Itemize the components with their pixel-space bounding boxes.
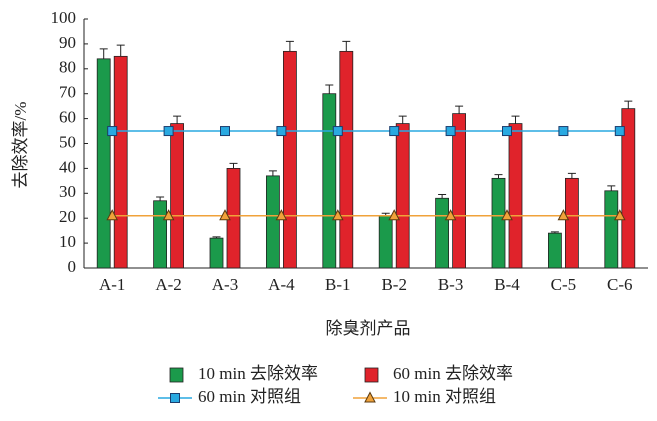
error-bar xyxy=(342,40,351,52)
bar xyxy=(378,215,393,269)
error-bar xyxy=(607,185,616,191)
marker xyxy=(107,126,118,137)
x-tick-label: A-1 xyxy=(99,275,125,294)
marker xyxy=(106,209,119,221)
bar xyxy=(322,93,337,269)
marker xyxy=(501,209,513,221)
marker xyxy=(219,209,231,221)
bar xyxy=(452,113,467,269)
error-bar xyxy=(99,48,108,59)
bar xyxy=(548,232,562,269)
legend-label: 60 min 去除效率 xyxy=(393,364,513,383)
error-bar xyxy=(268,170,277,176)
x-tick-label: A-2 xyxy=(155,275,181,294)
marker xyxy=(388,209,401,221)
marker xyxy=(502,126,512,137)
marker xyxy=(557,209,570,221)
x-tick-label: C-6 xyxy=(607,275,633,294)
y-tick-label: 90 xyxy=(59,33,76,52)
bar xyxy=(265,175,280,269)
y-tick-label: 100 xyxy=(51,8,77,27)
bar xyxy=(170,123,185,269)
y-tick-label: 10 xyxy=(59,232,76,251)
marker xyxy=(276,126,287,137)
error-bar xyxy=(624,100,633,109)
marker xyxy=(162,209,175,221)
marker xyxy=(332,126,343,137)
marker xyxy=(613,209,626,221)
bar xyxy=(96,58,111,269)
bar xyxy=(491,177,506,269)
y-tick-label: 80 xyxy=(59,58,76,77)
legend-label: 60 min 对照组 xyxy=(198,387,301,406)
legend-swatch xyxy=(169,367,184,383)
x-tick-label: B-3 xyxy=(438,275,464,294)
y-tick-label: 20 xyxy=(59,207,76,226)
bar xyxy=(113,55,128,269)
marker xyxy=(220,126,230,137)
y-tick-label: 50 xyxy=(59,132,76,151)
error-bar xyxy=(398,115,407,124)
bar xyxy=(282,50,297,269)
error-bar xyxy=(173,115,182,124)
legend-swatch xyxy=(364,367,379,383)
bar xyxy=(339,50,354,269)
bar xyxy=(565,177,579,269)
marker xyxy=(445,126,456,137)
bar xyxy=(395,123,410,269)
bar xyxy=(604,190,619,269)
x-axis-label: 除臭剂产品 xyxy=(326,319,411,338)
y-tick-label: 30 xyxy=(59,182,76,201)
error-bar xyxy=(325,84,334,94)
error-bar xyxy=(212,236,221,239)
legend-label: 10 min 去除效率 xyxy=(198,364,318,383)
marker xyxy=(275,209,288,221)
x-tick-label: B-4 xyxy=(494,275,520,294)
error-bar xyxy=(438,194,447,199)
legend-marker xyxy=(170,393,180,403)
y-tick-label: 60 xyxy=(59,108,76,127)
error-bar xyxy=(455,105,464,114)
bar xyxy=(508,123,523,269)
x-tick-label: C-5 xyxy=(551,275,577,294)
bar xyxy=(153,200,168,269)
legend-marker xyxy=(364,391,376,403)
y-tick-label: 40 xyxy=(59,157,76,176)
error-bar xyxy=(116,44,125,57)
x-tick-label: A-4 xyxy=(268,275,295,294)
error-bar xyxy=(550,231,559,234)
error-bar xyxy=(285,40,294,52)
y-tick-label: 0 xyxy=(68,257,77,276)
marker xyxy=(558,126,569,137)
x-tick-label: B-2 xyxy=(381,275,407,294)
marker xyxy=(331,209,344,221)
y-tick-label: 70 xyxy=(59,83,76,102)
y-axis-label: 去除效率/% xyxy=(11,102,30,189)
marker xyxy=(444,209,457,221)
error-bar xyxy=(494,174,503,179)
error-bar xyxy=(229,162,238,169)
legend-label: 10 min 对照组 xyxy=(393,387,496,406)
marker xyxy=(389,126,400,137)
bar xyxy=(209,237,224,269)
error-bar xyxy=(567,172,576,179)
bar xyxy=(435,197,450,269)
error-bar xyxy=(156,196,165,201)
x-tick-label: B-1 xyxy=(325,275,351,294)
marker xyxy=(614,126,625,137)
x-tick-label: A-3 xyxy=(212,275,238,294)
marker xyxy=(163,126,174,137)
error-bar xyxy=(511,115,520,124)
